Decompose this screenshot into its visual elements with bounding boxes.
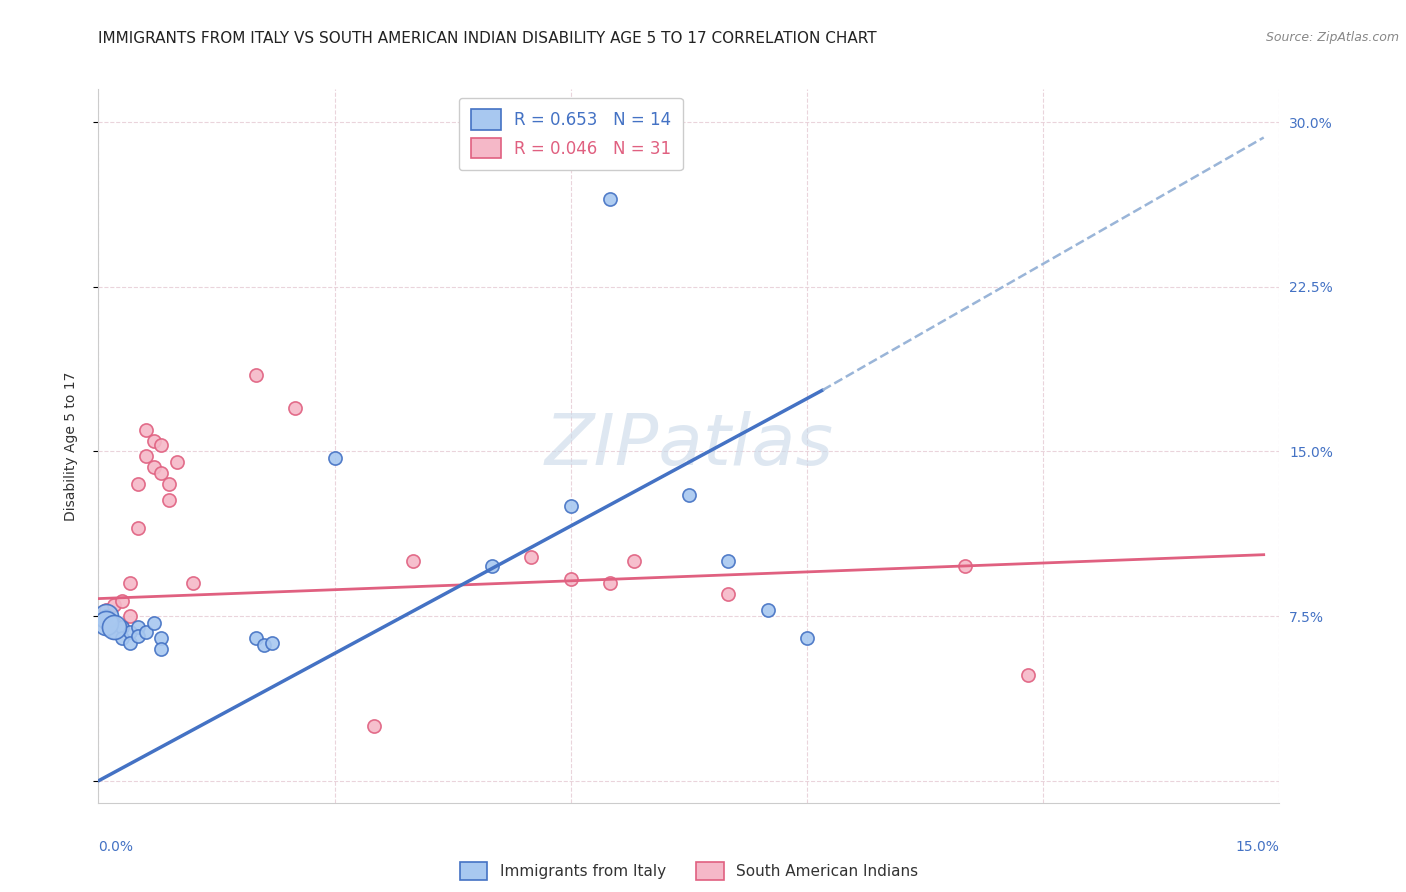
Point xyxy=(127,629,149,643)
Point xyxy=(560,572,582,586)
Point xyxy=(599,192,621,206)
Point xyxy=(717,554,740,568)
Text: Source: ZipAtlas.com: Source: ZipAtlas.com xyxy=(1265,31,1399,45)
Point xyxy=(717,587,740,601)
Point xyxy=(96,602,118,616)
Text: 0.0%: 0.0% xyxy=(98,840,134,855)
Point xyxy=(111,620,134,634)
Point xyxy=(150,438,173,452)
Point xyxy=(481,558,503,573)
Point xyxy=(181,576,204,591)
Point xyxy=(245,631,267,645)
Point xyxy=(135,624,157,639)
Point xyxy=(103,624,125,639)
Point xyxy=(157,492,180,507)
Point xyxy=(1017,668,1039,682)
Point xyxy=(118,624,141,639)
Text: ZIPatlas: ZIPatlas xyxy=(544,411,834,481)
Point xyxy=(623,554,645,568)
Legend: Immigrants from Italy, South American Indians: Immigrants from Italy, South American In… xyxy=(453,854,925,888)
Text: 15.0%: 15.0% xyxy=(1236,840,1279,855)
Point xyxy=(253,638,276,652)
Point xyxy=(245,368,267,382)
Point xyxy=(678,488,700,502)
Point xyxy=(142,615,165,630)
Y-axis label: Disability Age 5 to 17: Disability Age 5 to 17 xyxy=(63,371,77,521)
Point xyxy=(157,477,180,491)
Point xyxy=(135,423,157,437)
Point xyxy=(284,401,307,415)
Point xyxy=(118,609,141,624)
Point xyxy=(323,451,346,466)
Point xyxy=(96,615,118,630)
Point xyxy=(127,477,149,491)
Point xyxy=(111,631,134,645)
Point xyxy=(150,467,173,481)
Point xyxy=(756,602,779,616)
Point xyxy=(96,609,118,624)
Point xyxy=(96,609,118,624)
Point xyxy=(127,620,149,634)
Point xyxy=(560,500,582,514)
Point xyxy=(135,449,157,463)
Point xyxy=(103,620,125,634)
Point xyxy=(599,576,621,591)
Point xyxy=(103,624,125,639)
Point xyxy=(96,615,118,630)
Point xyxy=(111,594,134,608)
Point xyxy=(111,620,134,634)
Text: IMMIGRANTS FROM ITALY VS SOUTH AMERICAN INDIAN DISABILITY AGE 5 TO 17 CORRELATIO: IMMIGRANTS FROM ITALY VS SOUTH AMERICAN … xyxy=(98,31,877,46)
Point xyxy=(103,598,125,612)
Point xyxy=(520,549,543,564)
Point xyxy=(118,576,141,591)
Point xyxy=(142,459,165,474)
Point xyxy=(363,719,385,733)
Point xyxy=(402,554,425,568)
Point xyxy=(103,615,125,630)
Point xyxy=(150,642,173,657)
Point xyxy=(796,631,818,645)
Point xyxy=(166,455,188,469)
Point xyxy=(142,434,165,448)
Point xyxy=(953,558,976,573)
Point xyxy=(150,631,173,645)
Point xyxy=(260,635,283,649)
Point xyxy=(127,521,149,535)
Point xyxy=(118,635,141,649)
